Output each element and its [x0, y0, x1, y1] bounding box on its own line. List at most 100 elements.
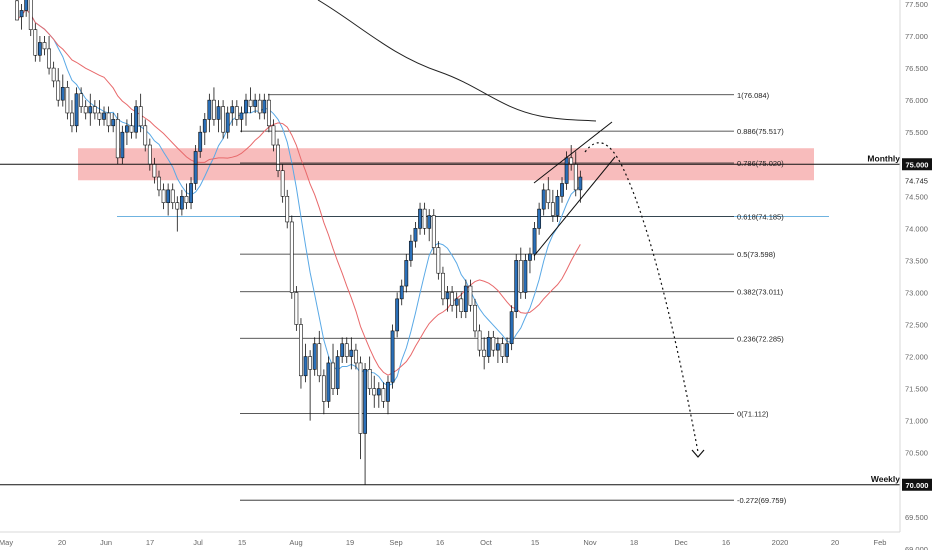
- candle-body: [500, 343, 505, 357]
- candle-body: [212, 99, 216, 120]
- candle-body: [573, 163, 578, 191]
- candle-body: [230, 106, 235, 114]
- candle-body: [257, 99, 262, 114]
- candle-body: [578, 176, 583, 191]
- candle-body: [555, 196, 560, 216]
- candle-body: [569, 157, 574, 165]
- candle-body: [74, 93, 79, 127]
- candle-body: [331, 362, 335, 389]
- candle-body: [285, 196, 290, 223]
- candle-body: [491, 337, 496, 351]
- candle-body: [321, 375, 326, 402]
- time-tick-label: 20: [58, 538, 66, 547]
- candle-body: [221, 106, 226, 133]
- candle-body: [367, 369, 372, 389]
- candle-body: [459, 298, 464, 312]
- candle-body: [505, 343, 509, 357]
- candle-body: [537, 208, 542, 229]
- ma-9-line: [16, 8, 581, 387]
- key-level-name: Weekly: [871, 474, 900, 484]
- fib-level-label: 0.5(73.598): [737, 250, 776, 259]
- candle-body: [560, 183, 564, 197]
- candle-body: [102, 112, 106, 120]
- candle-body: [271, 125, 276, 146]
- candle-body: [294, 292, 299, 325]
- ma-20-line: [16, 8, 581, 376]
- candle-body: [65, 87, 70, 114]
- candle-body: [450, 292, 455, 306]
- time-tick-label: 20: [831, 538, 839, 547]
- candle-body: [445, 292, 450, 300]
- candle-body: [244, 99, 248, 114]
- price-tick-label: 71.000: [905, 417, 928, 426]
- time-tick-label: Aug: [289, 538, 302, 547]
- fib-level-label: 0.886(75.517): [737, 127, 784, 136]
- candle-body: [24, 0, 29, 11]
- candle-body: [326, 362, 331, 402]
- candle-body: [207, 99, 212, 120]
- time-tick-label: 17: [146, 538, 154, 547]
- time-tick-label: Oct: [480, 538, 493, 547]
- candle-body: [138, 106, 143, 127]
- price-tick-label: 75.500: [905, 128, 928, 137]
- candle-body: [179, 196, 184, 210]
- price-tick-label: 71.500: [905, 385, 928, 394]
- price-tick-label: 69.000: [905, 545, 928, 550]
- candle-body: [518, 260, 523, 293]
- candle-body: [92, 106, 97, 114]
- candle-body: [344, 343, 349, 357]
- key-level-price: 75.000: [906, 160, 929, 169]
- candle-body: [386, 381, 390, 402]
- candle-body: [111, 119, 116, 127]
- price-tick-label: 76.500: [905, 64, 928, 73]
- candle-body: [262, 99, 267, 114]
- candle-body: [129, 125, 134, 133]
- candle-body: [532, 228, 537, 255]
- key-level-price-badge: [902, 158, 932, 171]
- candle-body: [395, 298, 400, 332]
- projection-curve: [584, 142, 699, 453]
- candle-body: [340, 343, 345, 357]
- time-tick-label: 15: [238, 538, 246, 547]
- candle-body: [564, 157, 569, 184]
- channel-lower-line: [533, 156, 616, 257]
- candle-body: [120, 131, 125, 159]
- price-tick-label: 77.500: [905, 0, 928, 9]
- fib-level-label: 0.236(72.285): [737, 334, 784, 343]
- candle-body: [248, 99, 253, 107]
- price-tick-label: 70.500: [905, 449, 928, 458]
- candle-body: [60, 87, 65, 101]
- candle-body: [157, 176, 161, 191]
- candle-body: [143, 125, 148, 146]
- candle-body: [28, 0, 33, 30]
- candle-body: [198, 131, 203, 152]
- candle-body: [514, 260, 519, 312]
- candle-body: [308, 356, 313, 370]
- drawings: [533, 121, 705, 458]
- candle-body: [486, 337, 491, 357]
- time-tick-label: May: [0, 538, 13, 547]
- time-tick-label: Jul: [193, 538, 203, 547]
- candle-body: [312, 343, 317, 370]
- key-levels: Monthly 75.000 Weekly 70.000: [0, 153, 932, 491]
- candle-body: [495, 343, 500, 351]
- ma-200-line: [317, 0, 597, 122]
- candle-body: [97, 112, 102, 120]
- candle-body: [376, 388, 381, 396]
- candle-body: [19, 10, 24, 18]
- fib-level-label: 0(71.112): [737, 409, 769, 418]
- candle-body: [427, 215, 432, 229]
- time-tick-label: Sep: [389, 538, 402, 547]
- channel-upper-line: [533, 121, 613, 184]
- time-tick-label: Feb: [874, 538, 887, 547]
- candle-body: [193, 151, 198, 184]
- candle-body: [289, 221, 294, 293]
- candle-body: [134, 106, 138, 133]
- candle-body: [454, 298, 459, 306]
- candle-body: [413, 228, 418, 242]
- candle-body: [546, 189, 551, 204]
- candle-body: [216, 106, 221, 120]
- candle-body: [404, 260, 409, 287]
